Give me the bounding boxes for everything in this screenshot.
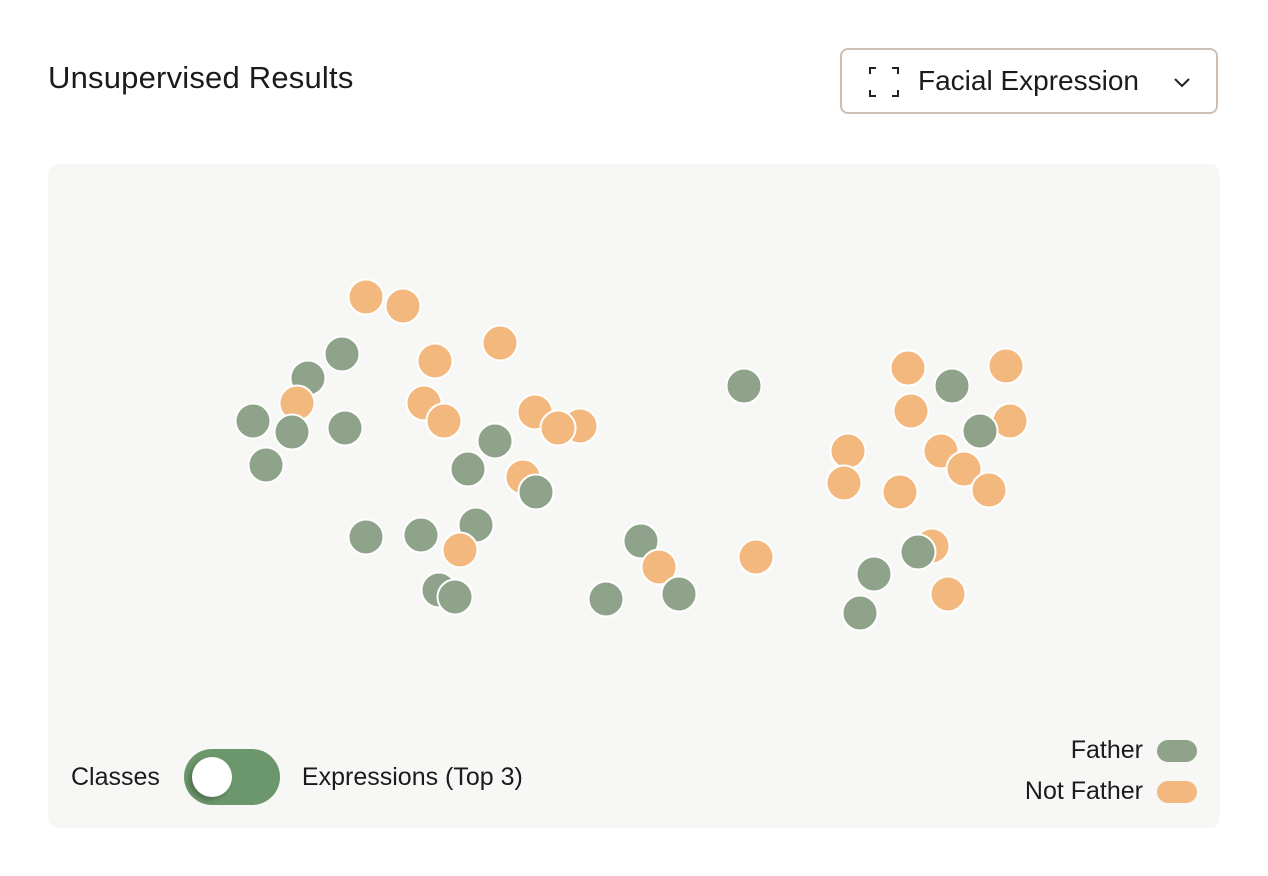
scatter-point-not-father[interactable] [881, 473, 919, 511]
scatter-point-not-father[interactable] [441, 531, 479, 569]
legend-label: Not Father [1024, 777, 1143, 805]
scatter-point-father[interactable] [326, 409, 364, 447]
scatter-point-not-father[interactable] [889, 349, 927, 387]
view-toggle: Classes Expressions (Top 3) [71, 748, 523, 806]
scatter-point-not-father[interactable] [892, 392, 930, 430]
scatter-point-not-father[interactable] [945, 450, 983, 488]
scatter-point-father[interactable] [587, 580, 625, 618]
scatter-point-father[interactable] [660, 575, 698, 613]
scatter-point-not-father[interactable] [347, 278, 385, 316]
scatter-point-father[interactable] [933, 367, 971, 405]
switch-knob[interactable] [191, 757, 232, 797]
scatter-point-father[interactable] [436, 578, 474, 616]
scatter-point-father[interactable] [234, 402, 272, 440]
scatter-point-father[interactable] [247, 446, 285, 484]
legend-swatch [1157, 739, 1197, 762]
scatter-point-father[interactable] [725, 367, 763, 405]
toggle-left-label: Classes [71, 762, 160, 791]
scatter-point-not-father[interactable] [929, 575, 967, 613]
scatter-point-father[interactable] [273, 413, 311, 451]
dropdown-selected-value: Facial Expression [918, 65, 1139, 96]
scatter-point-father[interactable] [402, 516, 440, 554]
scatter-point-not-father[interactable] [737, 538, 775, 576]
scatter-point-father[interactable] [476, 422, 514, 460]
scatter-point-father[interactable] [622, 522, 660, 560]
scatter-point-not-father[interactable] [829, 432, 867, 470]
page-title: Unsupervised Results [48, 60, 354, 95]
scatter-point-father[interactable] [841, 594, 879, 632]
scatter-point-father[interactable] [323, 335, 361, 373]
scatter-point-not-father[interactable] [825, 464, 863, 502]
scatter-point-not-father[interactable] [970, 471, 1008, 509]
chart-legend: Father Not Father [1025, 730, 1197, 812]
scatter-point-not-father[interactable] [539, 409, 577, 447]
scatter-point-not-father[interactable] [987, 347, 1025, 385]
scatter-point-father[interactable] [855, 555, 893, 593]
scatter-point-father[interactable] [899, 533, 937, 571]
scatter-point-not-father[interactable] [640, 548, 678, 586]
legend-item-not-father: Not Father [1025, 771, 1197, 812]
scatter-point-father[interactable] [347, 518, 385, 556]
classes-expressions-switch[interactable] [183, 749, 280, 805]
chart-panel [48, 164, 1220, 828]
frame-icon [869, 67, 899, 97]
legend-label: Father [1070, 736, 1143, 764]
scatter-point-not-father[interactable] [384, 287, 422, 325]
scatter-point-father[interactable] [517, 473, 555, 511]
chevron-down-icon [1174, 78, 1190, 88]
scatter-point-not-father[interactable] [416, 342, 454, 380]
scatter-point-not-father[interactable] [481, 324, 519, 362]
scatter-point-father[interactable] [961, 412, 999, 450]
scatter-point-father[interactable] [449, 450, 487, 488]
scatter-point-not-father[interactable] [425, 402, 463, 440]
legend-item-father: Father [1025, 730, 1197, 771]
expression-dropdown[interactable]: Facial Expression [840, 48, 1218, 114]
legend-swatch [1157, 780, 1197, 803]
toggle-right-label: Expressions (Top 3) [301, 762, 523, 791]
